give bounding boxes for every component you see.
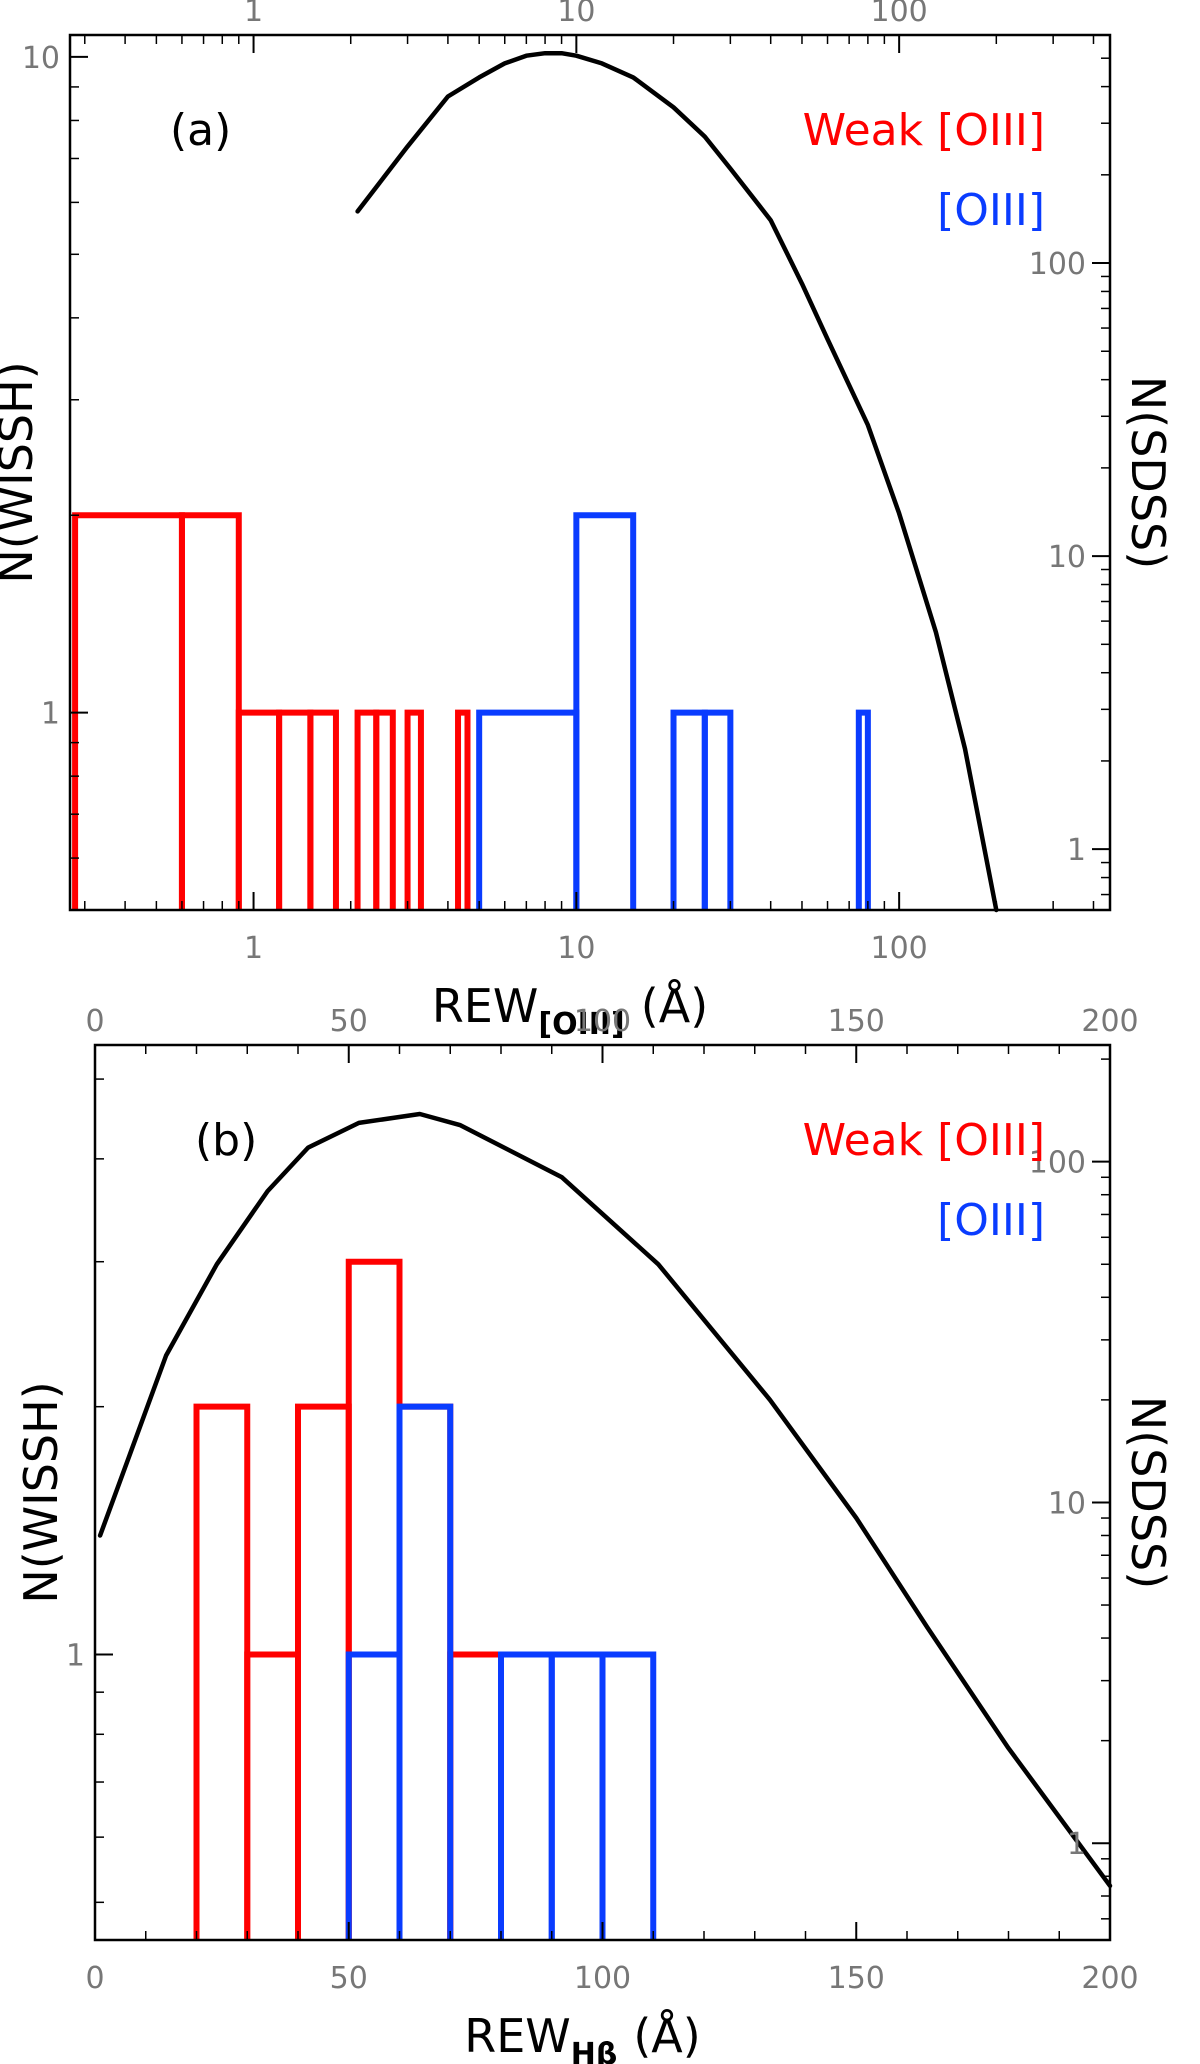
panel-a-plot-content xyxy=(72,50,999,913)
panel-a-legend-oiii: [OIII] xyxy=(937,185,1045,236)
panel-a-ytick-label-right-1: 10 xyxy=(1048,540,1086,575)
panel-b-xtick-label-bottom-1: 50 xyxy=(330,1961,368,1996)
panel-a-series-0-bar-8 xyxy=(455,709,471,910)
panel-a-series-1-bar-0 xyxy=(476,709,580,910)
panel-a-label: (a) xyxy=(170,105,231,156)
panel-a-xlabel-sub: [OIII] xyxy=(538,1007,624,1042)
panel-a-ytick-label-right-2: 100 xyxy=(1029,247,1086,282)
panel-a-xlabel-unit: (Å) xyxy=(641,979,708,1033)
panel-b-xlabel-sub: Hβ xyxy=(571,2037,618,2064)
panel-b-ytick-label-right-1: 10 xyxy=(1048,1486,1086,1521)
panel-b-xtick-label-top-1: 50 xyxy=(330,1004,368,1039)
panel-b-xtick-label-bottom-4: 200 xyxy=(1081,1961,1138,1996)
panel-b-ylabel-right: N(SDSS) xyxy=(1121,1396,1175,1589)
panel-a-series-0-bar-4 xyxy=(307,709,339,910)
panel-a-ticks: 1 1 10 10 100 100 1 10 1 10 100 xyxy=(22,0,1110,966)
panel-b-series-0-bar-0 xyxy=(193,1403,251,1940)
panel-a-series-0-bar-3 xyxy=(276,709,314,910)
panel-b-series-1-bar-1 xyxy=(396,1403,454,1940)
panel-b-xlabel-unit: (Å) xyxy=(633,2009,700,2063)
panel-a-series-1-bar-1 xyxy=(573,512,637,910)
panel-b-series-0-bar-4 xyxy=(396,1403,454,1940)
panel-b-ytick-label-left-0: 1 xyxy=(66,1639,85,1674)
panel-b-xtick-label-bottom-3: 150 xyxy=(828,1961,885,1996)
panel-b-xtick-label-bottom-0: 0 xyxy=(85,1961,104,1996)
panel-a-series-1-bar-2 xyxy=(670,709,708,910)
panel-a-series-0-bar-6 xyxy=(373,709,396,910)
panel-a-ytick-label-left-0: 1 xyxy=(41,697,60,732)
panel-b-series-0-bar-3 xyxy=(345,1258,403,1940)
panel-b-xtick-label-top-0: 0 xyxy=(85,1004,104,1039)
panel-a-xtick-label-bottom-1: 10 xyxy=(557,931,595,966)
panel-a-frame xyxy=(68,33,1112,912)
panel-a-xtick-label-top-2: 100 xyxy=(871,0,928,29)
panel-b-xtick-label-bottom-2: 100 xyxy=(574,1961,631,1996)
panel-b-xlabel: REWHβ (Å) xyxy=(464,2009,700,2064)
panel-b-sdss-curve xyxy=(97,1111,1113,1889)
panel-a-xtick-label-bottom-2: 100 xyxy=(871,931,928,966)
panel-b-series-0-bar-2 xyxy=(295,1403,352,1940)
panel-a-xtick-label-bottom-0: 1 xyxy=(244,931,263,966)
panel-a-series-0-bar-7 xyxy=(404,709,424,910)
panel-a-ylabel-right: N(SDSS) xyxy=(1121,376,1175,569)
panel-b-series-1-bar-2 xyxy=(498,1651,555,1940)
panel-b-ytick-label-right-2: 100 xyxy=(1029,1146,1086,1181)
panel-a-series-1-bar-3 xyxy=(701,709,734,910)
panel-b-series-1-bar-3 xyxy=(548,1651,606,1940)
panel-b-xlabel-main: REW xyxy=(464,2009,571,2063)
panel-a-series-0-bar-1 xyxy=(178,512,242,910)
panel-a-xtick-label-top-1: 10 xyxy=(557,0,595,29)
panel-b-series-1-bar-0 xyxy=(345,1651,403,1940)
panel-b-series-1-bar-4 xyxy=(599,1651,657,1940)
panel-a-series-1-bar-4 xyxy=(855,709,871,910)
panel-b-legend-oiii: [OIII] xyxy=(937,1195,1045,1246)
panel-a-xtick-label-top-0: 1 xyxy=(244,0,263,29)
panel-a-ytick-label-left-1: 10 xyxy=(22,41,60,76)
panel-b-series-0-bar-5 xyxy=(447,1651,504,1940)
panel-a-ytick-label-right-0: 1 xyxy=(1067,833,1086,868)
panel-b-legend-weak-oiii: Weak [OIII] xyxy=(803,1115,1045,1166)
panel-b-xtick-label-top-2: 100 xyxy=(574,1004,631,1039)
panel-a-series-0-bar-2 xyxy=(235,709,283,910)
panel-b-ytick-label-right-0: 1 xyxy=(1067,1827,1086,1862)
panel-a-sdss-curve xyxy=(355,50,999,913)
panel-b-ticks: 0 0 50 50 100 100 150 150 200 200 1 1 10 100 xyxy=(66,1004,1139,1996)
panel-b-ylabel-left: N(WISSH) xyxy=(14,1381,68,1603)
panel-a-ylabel-left: N(WISSH) xyxy=(0,361,43,583)
panel-a-legend-weak-oiii: Weak [OIII] xyxy=(803,105,1045,156)
panel-b-xtick-label-top-3: 150 xyxy=(828,1004,885,1039)
panel-a-xlabel: REW[OIII] (Å) xyxy=(432,979,708,1042)
panel-b-label: (b) xyxy=(195,1115,257,1166)
panel-a: 1 1 10 10 100 100 1 10 1 10 100 (a) Weak [OIII] [O… xyxy=(0,0,1175,1042)
panel-b-xtick-label-top-4: 200 xyxy=(1081,1004,1138,1039)
panel-b-series-0-bar-1 xyxy=(244,1651,301,1940)
panel-a-series-0-bar-0 xyxy=(72,512,185,910)
panel-b-plot-content xyxy=(97,1111,1113,1940)
panel-b: 0 0 50 50 100 100 150 150 200 200 1 1 10 100 (b) Weak… xyxy=(14,1004,1175,2064)
panel-a-xlabel-main: REW xyxy=(432,979,539,1033)
